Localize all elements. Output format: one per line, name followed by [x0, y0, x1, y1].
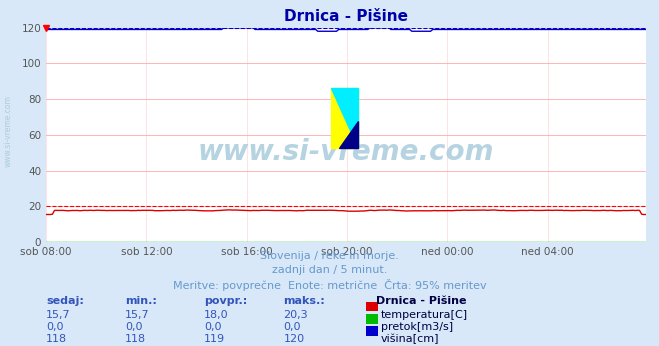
Text: 119: 119 — [204, 334, 225, 344]
Text: 0,0: 0,0 — [125, 322, 143, 332]
Text: Drnica - Pišine: Drnica - Pišine — [376, 296, 466, 306]
Text: www.si-vreme.com: www.si-vreme.com — [3, 95, 13, 167]
Text: sedaj:: sedaj: — [46, 296, 84, 306]
Text: 118: 118 — [125, 334, 146, 344]
Text: povpr.:: povpr.: — [204, 296, 248, 306]
Text: 0,0: 0,0 — [283, 322, 301, 332]
Text: 118: 118 — [46, 334, 67, 344]
Text: maks.:: maks.: — [283, 296, 325, 306]
Bar — [331, 88, 358, 148]
Text: pretok[m3/s]: pretok[m3/s] — [381, 322, 453, 332]
Text: zadnji dan / 5 minut.: zadnji dan / 5 minut. — [272, 265, 387, 275]
Text: 120: 120 — [283, 334, 304, 344]
Polygon shape — [339, 121, 358, 148]
Text: 15,7: 15,7 — [125, 310, 150, 320]
Text: Slovenija / reke in morje.: Slovenija / reke in morje. — [260, 251, 399, 261]
Text: temperatura[C]: temperatura[C] — [381, 310, 468, 320]
Title: Drnica - Pišine: Drnica - Pišine — [284, 9, 408, 24]
Text: višina[cm]: višina[cm] — [381, 334, 440, 344]
Text: www.si-vreme.com: www.si-vreme.com — [198, 138, 494, 166]
Text: Meritve: povprečne  Enote: metrične  Črta: 95% meritev: Meritve: povprečne Enote: metrične Črta:… — [173, 279, 486, 291]
Text: min.:: min.: — [125, 296, 157, 306]
Text: 20,3: 20,3 — [283, 310, 308, 320]
Text: 0,0: 0,0 — [204, 322, 222, 332]
Text: 15,7: 15,7 — [46, 310, 71, 320]
Text: 18,0: 18,0 — [204, 310, 229, 320]
Text: 0,0: 0,0 — [46, 322, 64, 332]
Polygon shape — [331, 88, 358, 148]
